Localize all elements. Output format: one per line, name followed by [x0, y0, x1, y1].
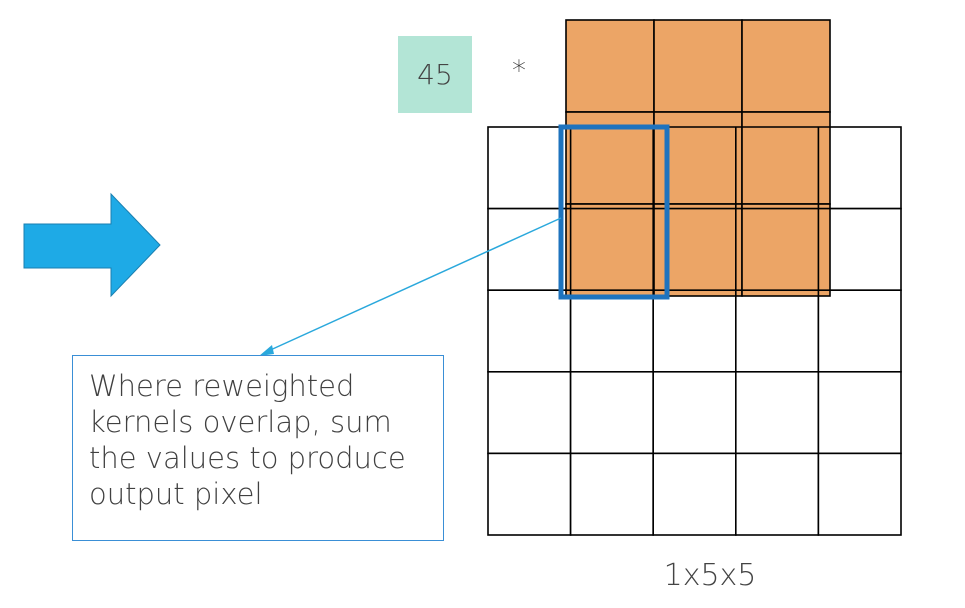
kernel-cell: [565, 19, 655, 113]
output-cell: [487, 289, 572, 373]
output-cell: [817, 370, 902, 455]
output-cell: [569, 370, 654, 455]
multiply-operator: *: [512, 54, 526, 87]
overlap-grid-lines: [566, 126, 830, 296]
output-cell: [569, 289, 654, 373]
kernel-cell: [741, 203, 831, 297]
output-dimensions-label: 1x5x5: [663, 558, 757, 593]
kernel-cell: [565, 203, 655, 297]
output-cell: [487, 126, 572, 210]
overlap-highlight: [558, 124, 670, 300]
kernel-cell: [653, 19, 743, 113]
kernel-cell: [741, 19, 831, 113]
kernel-cell: [741, 111, 831, 205]
connector-arrowhead: [259, 345, 274, 356]
kernel-weight-text: 45: [417, 58, 453, 91]
output-cell: [734, 370, 820, 455]
kernel-grid: [565, 19, 831, 297]
output-cell: [652, 452, 737, 536]
output-cell: [652, 370, 737, 455]
kernel-weight-value: 45: [398, 36, 472, 113]
output-cell: [487, 207, 572, 292]
output-cell: [734, 289, 820, 373]
callout-box: Where reweighted kernels overlap, sum th…: [72, 355, 444, 541]
output-cell: [734, 452, 820, 536]
output-cell: [569, 452, 654, 536]
right-arrow-icon: [23, 192, 161, 298]
output-cell: [652, 289, 737, 373]
callout-text: Where reweighted kernels overlap, sum th…: [89, 369, 406, 511]
output-cell: [487, 452, 572, 536]
output-cell: [487, 370, 572, 455]
connector-line: [265, 217, 562, 353]
output-cell: [817, 452, 902, 536]
output-cell: [817, 289, 902, 373]
output-cell: [817, 126, 902, 210]
